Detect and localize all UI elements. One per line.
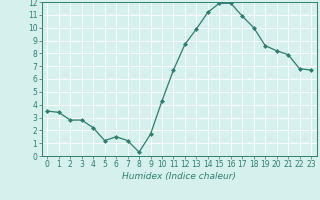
X-axis label: Humidex (Indice chaleur): Humidex (Indice chaleur) bbox=[122, 172, 236, 181]
